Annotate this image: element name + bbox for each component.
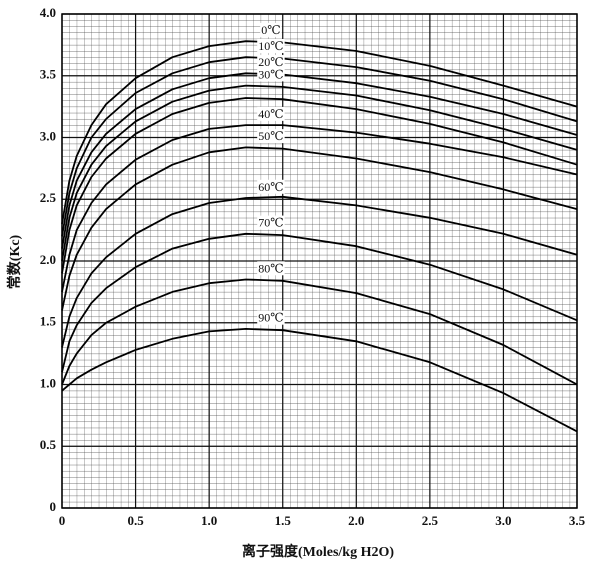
curve <box>61 84 578 262</box>
label-background <box>257 55 285 70</box>
x-tick-label: 3.5 <box>569 513 586 528</box>
curve <box>61 278 578 386</box>
label-background <box>257 67 285 82</box>
y-tick-label: 4.0 <box>40 5 56 20</box>
curve <box>61 328 578 433</box>
x-tick-label: 3.0 <box>495 513 511 528</box>
curve-label: 0℃ <box>261 23 280 37</box>
curve-label: 80℃ <box>258 261 283 275</box>
x-tick-label: 0 <box>59 513 66 528</box>
y-tick-label: 0.5 <box>40 437 57 452</box>
curve <box>61 146 578 311</box>
x-tick-label: 1.5 <box>275 513 292 528</box>
label-background <box>257 106 285 121</box>
label-background <box>257 215 285 230</box>
curve <box>61 56 578 237</box>
curve <box>61 72 578 249</box>
y-tick-label: 2.0 <box>40 252 56 267</box>
y-tick-label: 2.5 <box>40 190 57 205</box>
curve-label: 70℃ <box>258 216 283 230</box>
curve-label: 10℃ <box>258 39 283 53</box>
curve <box>61 124 578 293</box>
label-background <box>257 179 285 194</box>
y-tick-label: 3.5 <box>40 67 57 82</box>
label-background <box>257 38 285 53</box>
y-tick-label: 1.0 <box>40 375 56 390</box>
label-background <box>257 310 285 325</box>
x-tick-label: 0.5 <box>127 513 144 528</box>
x-tick-label: 2.5 <box>422 513 439 528</box>
y-tick-label: 3.0 <box>40 128 56 143</box>
label-background <box>260 22 282 37</box>
y-tick-label: 0 <box>50 499 57 514</box>
x-tick-label: 2.0 <box>348 513 364 528</box>
curve <box>61 97 578 274</box>
curve-label: 60℃ <box>258 180 283 194</box>
curve-label: 20℃ <box>258 55 283 69</box>
x-axis-label: 离子强度(Moles/kg H2O) <box>242 543 394 560</box>
y-tick-label: 1.5 <box>40 314 57 329</box>
curve-label: 50℃ <box>258 129 283 143</box>
label-background <box>257 129 285 144</box>
curve-label: 40℃ <box>258 107 283 121</box>
curve-label: 90℃ <box>258 311 283 325</box>
curve-label: 30℃ <box>258 67 283 81</box>
curve <box>61 232 578 373</box>
y-axis-label: 常数(Kc) <box>6 234 23 289</box>
curve <box>61 195 578 348</box>
label-background <box>257 261 285 276</box>
curve <box>61 40 578 225</box>
x-tick-label: 1.0 <box>201 513 217 528</box>
